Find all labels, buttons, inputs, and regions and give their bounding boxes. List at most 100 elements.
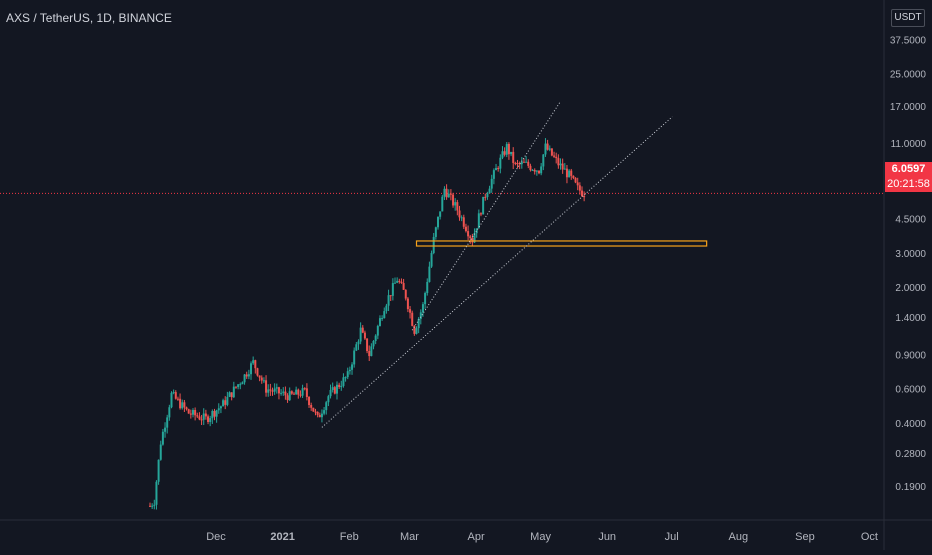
candle-body: [185, 407, 188, 410]
candle-body: [501, 151, 504, 158]
candle-body: [226, 396, 229, 405]
candle-body: [383, 311, 386, 319]
candle-body: [458, 210, 461, 218]
candle-body: [563, 168, 566, 170]
candle-body: [439, 211, 442, 217]
candle-body: [533, 169, 536, 172]
candle-body: [323, 410, 326, 414]
candle-body: [432, 236, 435, 254]
candle-body: [578, 185, 581, 191]
candle-body: [574, 177, 577, 183]
x-tick-label: Apr: [468, 531, 485, 543]
candle-body: [230, 392, 233, 398]
symbol-title[interactable]: AXS / TetherUS, 1D, BINANCE: [6, 11, 172, 25]
candle-body: [381, 318, 384, 320]
candle-body: [159, 444, 162, 460]
y-tick-label: 0.6000: [895, 385, 926, 396]
candle-body: [271, 390, 274, 392]
support-zone-box: [415, 240, 708, 247]
candle-body: [232, 386, 235, 398]
candle-body: [239, 384, 242, 386]
candle-body: [464, 226, 467, 232]
candle-body: [252, 360, 255, 364]
candle-body: [286, 395, 289, 401]
candle-body: [254, 360, 257, 369]
candle-body: [262, 380, 265, 382]
candle-body: [191, 410, 194, 415]
y-tick-label: 2.0000: [895, 283, 926, 294]
candle-body: [151, 505, 154, 507]
y-tick-label: 0.4000: [895, 419, 926, 430]
y-tick-label: 25.0000: [890, 70, 927, 81]
candle-body: [396, 280, 399, 283]
candle-body: [415, 328, 418, 334]
candle-body: [492, 170, 495, 179]
candle-body: [211, 410, 214, 419]
currency-selector[interactable]: USDT: [891, 9, 925, 27]
candle-body: [426, 281, 429, 294]
candle-body: [172, 392, 175, 394]
candle-body: [157, 459, 160, 482]
x-tick-label: Jul: [665, 531, 679, 543]
candle-body: [443, 188, 446, 197]
candle-body: [288, 391, 291, 401]
candle-body: [161, 431, 164, 445]
candle-body: [305, 388, 308, 397]
candle-body: [555, 156, 558, 159]
candle-body: [219, 406, 222, 409]
candle-body: [198, 416, 201, 420]
candle-body: [447, 193, 450, 198]
candle-body: [217, 408, 220, 411]
candle-body: [297, 389, 300, 395]
candle-body: [445, 188, 448, 198]
candle-body: [234, 386, 237, 388]
candle-body: [316, 411, 319, 415]
candle-body: [419, 312, 422, 319]
candle-body: [314, 411, 317, 413]
candle-body: [250, 363, 253, 375]
candle-body: [529, 165, 532, 171]
x-tick-label: Jun: [598, 531, 616, 543]
candle-body: [462, 217, 465, 227]
candle-body: [437, 216, 439, 228]
candle-body: [548, 148, 551, 150]
candle-body: [542, 154, 545, 167]
candle-body: [202, 413, 205, 420]
candle-body: [164, 427, 167, 432]
candle-body: [333, 387, 336, 394]
candle-body: [318, 414, 321, 418]
candle-body: [559, 163, 562, 166]
candle-body: [473, 233, 476, 243]
candle-body: [284, 391, 287, 396]
candle-body: [153, 504, 156, 506]
candle-body: [247, 374, 250, 377]
candle-body: [475, 228, 478, 234]
candle-body: [183, 402, 186, 408]
candle-body: [406, 298, 409, 310]
candle-body: [550, 148, 553, 156]
candle-body: [320, 413, 323, 418]
candle-body: [335, 384, 338, 394]
candle-body: [359, 327, 362, 342]
candle-body: [355, 344, 358, 351]
candle-body: [389, 295, 392, 297]
x-tick-label: Dec: [206, 531, 226, 543]
candle-body: [469, 236, 472, 239]
candle-body: [222, 400, 225, 407]
candle-body: [540, 166, 543, 174]
candle-body: [490, 178, 493, 189]
candle-body: [237, 384, 240, 388]
y-tick-label: 1.4000: [895, 313, 926, 324]
candle-body: [194, 410, 197, 416]
candle-body: [583, 196, 586, 198]
candle-body: [213, 410, 216, 417]
candle-body: [269, 389, 272, 391]
candle-body: [366, 338, 369, 352]
candle-body: [342, 377, 345, 387]
candle-body: [155, 481, 158, 505]
candle-body: [376, 326, 379, 336]
candle-body: [544, 143, 547, 155]
x-tick-label: Sep: [795, 531, 815, 543]
